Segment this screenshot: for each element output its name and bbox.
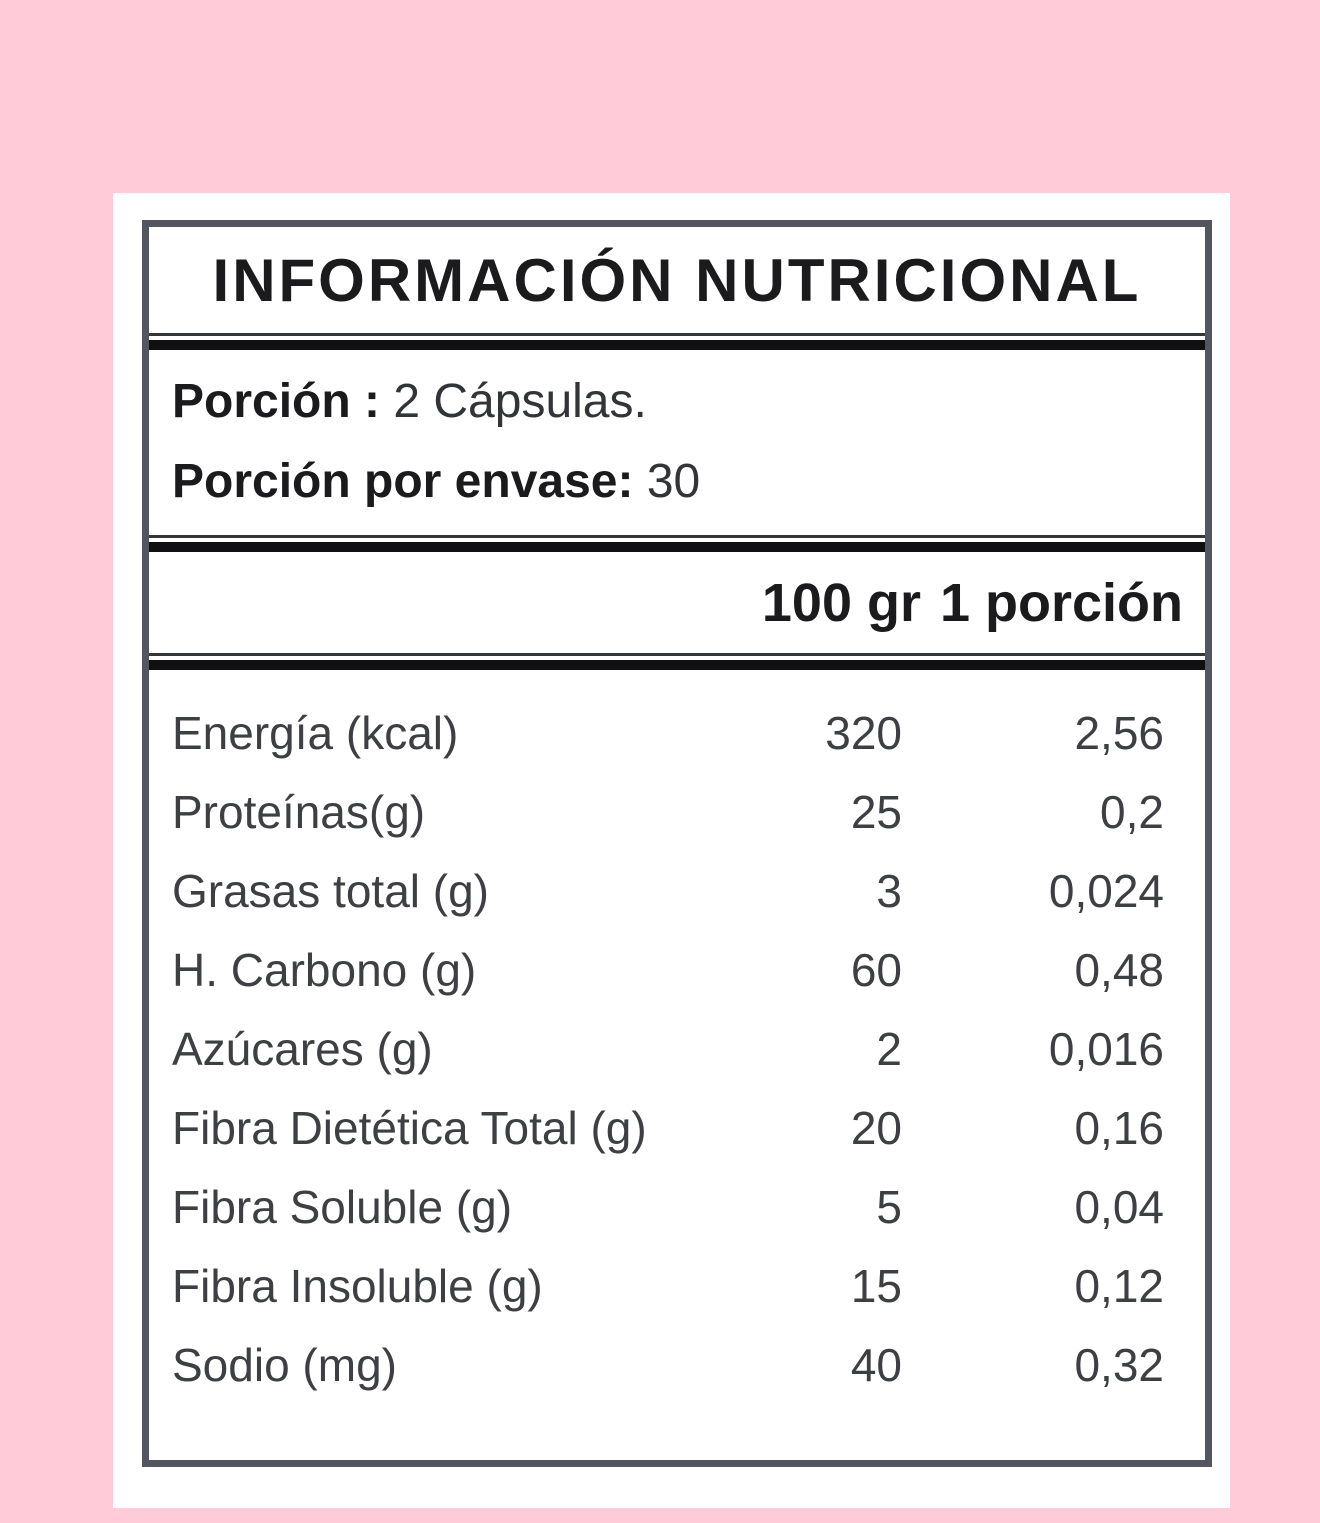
nutrition-table-panel: INFORMACIÓN NUTRICIONAL Porción : 2 Cáps…: [142, 220, 1212, 1467]
serving-size-line: Porción : 2 Cápsulas.: [172, 362, 1165, 442]
nutrient-name: Fibra Dietética Total (g): [172, 1102, 647, 1154]
nutrient-value-porcion: 0,32: [1074, 1339, 1164, 1391]
nutrient-value-100gr: 25: [850, 786, 902, 838]
section-divider: [149, 333, 1205, 350]
nutrient-row: Grasas total (g) 3 0,024: [172, 852, 1164, 931]
servings-per-container-line: Porción por envase: 30: [172, 442, 1165, 522]
nutrient-value-100gr: 20: [850, 1102, 902, 1154]
nutrient-value-porcion: 2,56: [1074, 707, 1164, 759]
nutrient-name: Proteínas(g): [172, 786, 426, 838]
nutrient-value-porcion: 0,016: [1048, 1023, 1164, 1075]
divider-thick-line: [149, 340, 1205, 350]
nutrient-row: Proteínas(g) 25 0,2: [172, 773, 1164, 852]
divider-thick-line: [149, 660, 1205, 670]
nutrient-value-porcion: 0,12: [1074, 1260, 1164, 1312]
nutrient-value-100gr: 40: [850, 1339, 902, 1391]
nutrient-value-100gr: 3: [876, 865, 902, 917]
nutrient-row: Energía (kcal) 320 2,56: [172, 694, 1164, 773]
nutrient-name: Azúcares (g): [172, 1023, 433, 1075]
nutrient-row: Sodio (mg) 40 0,32: [172, 1326, 1164, 1405]
nutrient-row: Fibra Insoluble (g) 15 0,12: [172, 1247, 1164, 1326]
column-header-porcion: 1 porción: [939, 572, 1183, 633]
nutrient-value-porcion: 0,2: [1100, 786, 1164, 838]
nutrient-name: Grasas total (g): [172, 865, 489, 917]
column-header-100gr: 100 gr: [761, 572, 921, 633]
serving-size-label: Porción :: [172, 375, 381, 428]
servings-per-container-value: 30: [646, 455, 701, 508]
nutrient-value-porcion: 0,024: [1048, 865, 1164, 917]
title-section: INFORMACIÓN NUTRICIONAL: [149, 227, 1205, 333]
nutrient-row: Fibra Soluble (g) 5 0,04: [172, 1168, 1164, 1247]
section-divider: [149, 653, 1205, 670]
nutrient-value-100gr: 60: [850, 944, 902, 996]
divider-thick-line: [149, 542, 1205, 552]
servings-per-container-label: Porción por envase:: [172, 455, 634, 508]
divider-thin-line: [149, 333, 1205, 336]
nutrient-name: Sodio (mg): [172, 1339, 397, 1391]
nutrient-value-porcion: 0,04: [1074, 1181, 1164, 1233]
nutrient-value-porcion: 0,16: [1074, 1102, 1164, 1154]
nutrient-value-100gr: 320: [825, 707, 902, 759]
nutrient-value-100gr: 15: [850, 1260, 902, 1312]
nutrition-label-card: INFORMACIÓN NUTRICIONAL Porción : 2 Cáps…: [113, 193, 1230, 1508]
nutrient-rows-section: Energía (kcal) 320 2,56 Proteínas(g) 25 …: [149, 670, 1205, 1460]
divider-thin-line: [149, 535, 1205, 538]
nutrient-value-100gr: 5: [876, 1181, 902, 1233]
nutrient-value-porcion: 0,48: [1074, 944, 1164, 996]
nutrient-row: Azúcares (g) 2 0,016: [172, 1010, 1164, 1089]
nutrient-value-100gr: 2: [876, 1023, 902, 1075]
nutrient-name: Fibra Insoluble (g): [172, 1260, 543, 1312]
nutrient-name: Energía (kcal): [172, 707, 459, 759]
divider-thin-line: [149, 653, 1205, 656]
nutrient-row: Fibra Dietética Total (g) 20 0,16: [172, 1089, 1164, 1168]
serving-info-section: Porción : 2 Cápsulas. Porción por envase…: [149, 350, 1205, 535]
nutrient-name: H. Carbono (g): [172, 944, 477, 996]
label-title: INFORMACIÓN NUTRICIONAL: [212, 246, 1142, 314]
section-divider: [149, 535, 1205, 552]
nutrient-row: H. Carbono (g) 60 0,48: [172, 931, 1164, 1010]
nutrient-name: Fibra Soluble (g): [172, 1181, 513, 1233]
column-header-row: 100 gr 1 porción: [149, 552, 1205, 653]
serving-size-value: 2 Cápsulas.: [393, 375, 647, 428]
